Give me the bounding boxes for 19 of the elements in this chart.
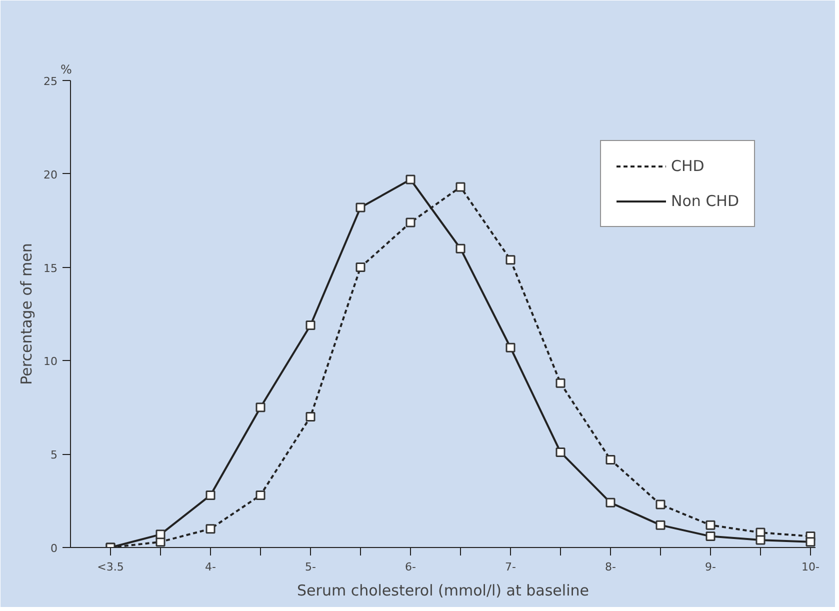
legend-label: Non CHD (671, 192, 739, 210)
y-tick-label: 15 (44, 262, 58, 275)
x-tick-label: 9- (705, 560, 716, 574)
x-tick-label: 5- (305, 560, 316, 574)
legend-label: CHD (671, 157, 704, 175)
x-tick-label: 10- (802, 560, 820, 574)
y-axis-title: Percentage of men (18, 243, 36, 385)
y-tick-label: 25 (44, 75, 58, 88)
x-axis-title: Serum cholesterol (mmol/l) at baseline (297, 582, 589, 600)
x-tick-label: 7- (505, 560, 516, 574)
x-tick-label: 8- (605, 560, 616, 574)
x-tick-label: 6- (405, 560, 416, 574)
y-tick-label: 10 (44, 355, 58, 368)
y-tick-label: 0 (50, 542, 58, 555)
x-tick-label: <3.5 (97, 560, 124, 574)
y-tick-label: 20 (44, 168, 58, 182)
text: % (60, 62, 72, 76)
x-tick-label: 4- (205, 560, 216, 574)
y-tick-label: 5 (50, 448, 58, 462)
